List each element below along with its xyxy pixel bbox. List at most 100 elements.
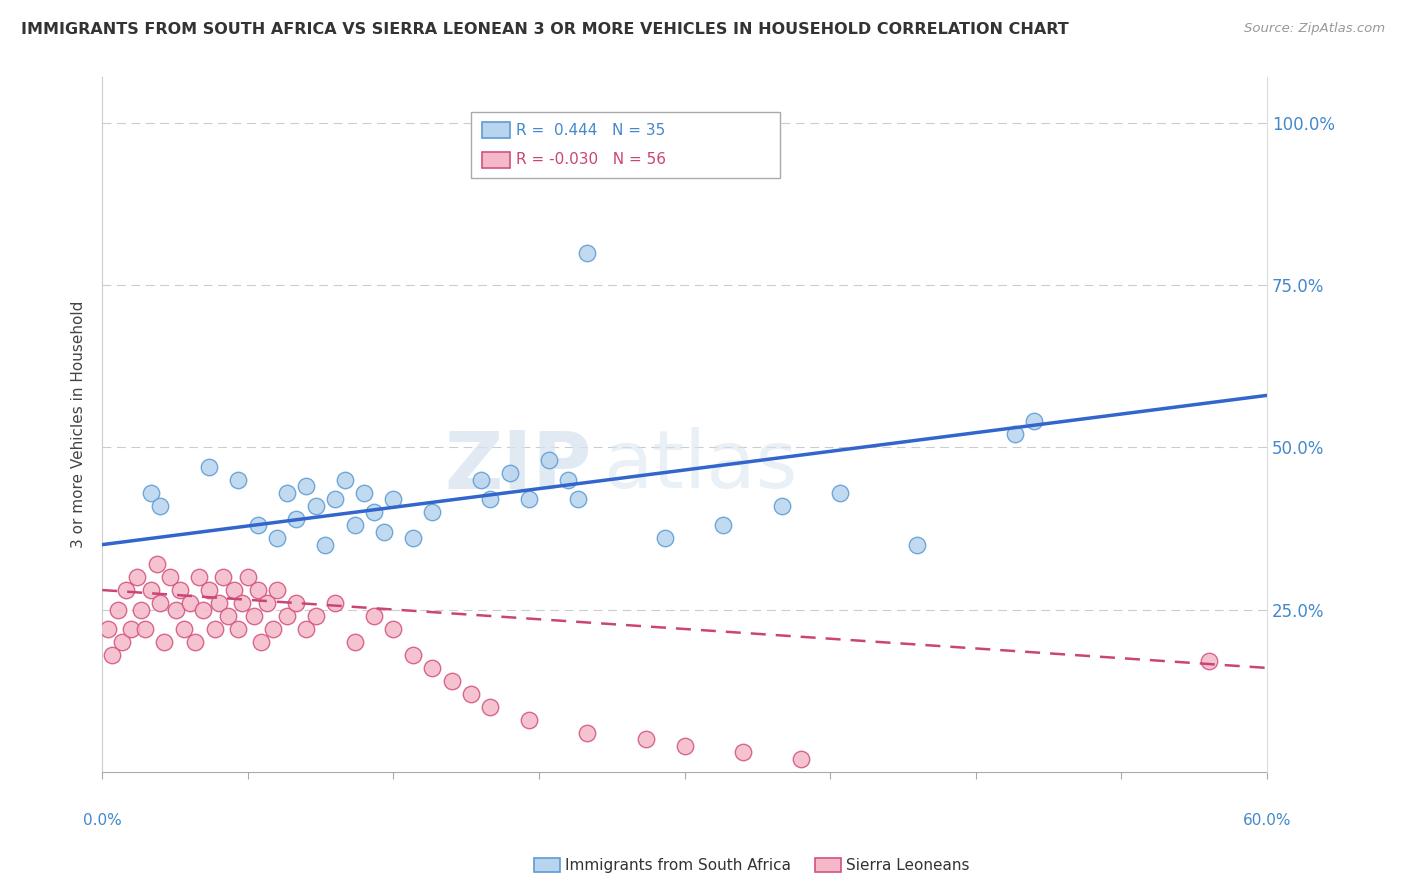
Point [382,622,405,636]
Point [184,635,207,649]
Point [179,596,201,610]
Point [654,531,676,545]
Point [907,538,929,552]
Point [139,582,162,597]
Point [673,739,696,753]
Point [731,745,754,759]
Point [499,467,522,481]
Point [149,499,172,513]
Point [231,596,253,610]
Text: atlas: atlas [603,427,797,505]
Point [314,538,336,552]
Point [353,485,375,500]
Text: Source: ZipAtlas.com: Source: ZipAtlas.com [1244,22,1385,36]
Point [127,570,149,584]
Point [420,661,443,675]
Point [198,459,221,474]
Point [226,473,249,487]
Text: IMMIGRANTS FROM SOUTH AFRICA VS SIERRA LEONEAN 3 OR MORE VEHICLES IN HOUSEHOLD C: IMMIGRANTS FROM SOUTH AFRICA VS SIERRA L… [21,22,1069,37]
Point [236,570,259,584]
Point [262,622,284,636]
Text: R = -0.030   N = 56: R = -0.030 N = 56 [516,153,666,167]
Point [204,622,226,636]
Point [134,622,156,636]
Point [250,635,273,649]
Point [226,622,249,636]
Point [420,505,443,519]
Point [305,609,328,624]
Point [363,609,385,624]
Point [149,596,172,610]
Text: 60.0%: 60.0% [1243,814,1291,829]
Point [1004,427,1026,442]
Point [382,492,405,507]
Point [198,582,221,597]
Point [129,602,152,616]
Point [402,531,425,545]
Point [191,602,214,616]
Point [537,453,560,467]
Point [97,622,120,636]
Point [305,499,328,513]
Point [266,531,288,545]
Point [114,582,136,597]
Point [188,570,211,584]
Text: ZIP: ZIP [444,427,592,505]
Point [145,557,167,571]
Point [479,699,502,714]
Point [323,492,346,507]
Point [567,492,589,507]
Point [246,582,269,597]
Point [120,622,142,636]
Text: Immigrants from South Africa: Immigrants from South Africa [565,858,792,872]
Point [276,609,298,624]
Point [111,635,134,649]
Point [107,602,129,616]
Point [208,596,231,610]
Point [256,596,278,610]
Point [343,635,366,649]
Text: R =  0.444   N = 35: R = 0.444 N = 35 [516,123,665,137]
Point [266,582,288,597]
Point [1022,414,1045,428]
Point [470,473,492,487]
Point [402,648,425,662]
Point [242,609,264,624]
Point [343,518,366,533]
Point [828,485,851,500]
Point [440,673,463,688]
Y-axis label: 3 or more Vehicles in Household: 3 or more Vehicles in Household [72,301,86,549]
Point [139,485,162,500]
Point [460,687,482,701]
Point [333,473,356,487]
Point [101,648,124,662]
Point [363,505,385,519]
Point [373,524,395,539]
Point [246,518,269,533]
Point [517,713,540,727]
Point [276,485,298,500]
Point [165,602,187,616]
Point [576,726,599,740]
Point [479,492,502,507]
Point [557,473,579,487]
Point [153,635,176,649]
Point [169,582,191,597]
Point [576,245,599,260]
Point [634,732,657,747]
Point [285,596,308,610]
Point [790,752,813,766]
Point [224,582,246,597]
Point [217,609,239,624]
Point [159,570,181,584]
Text: Sierra Leoneans: Sierra Leoneans [846,858,970,872]
Point [711,518,734,533]
Point [285,511,308,525]
Point [517,492,540,507]
Point [770,499,793,513]
Point [211,570,233,584]
Point [295,479,318,493]
Text: 0.0%: 0.0% [83,814,121,829]
Point [1198,655,1220,669]
Point [173,622,195,636]
